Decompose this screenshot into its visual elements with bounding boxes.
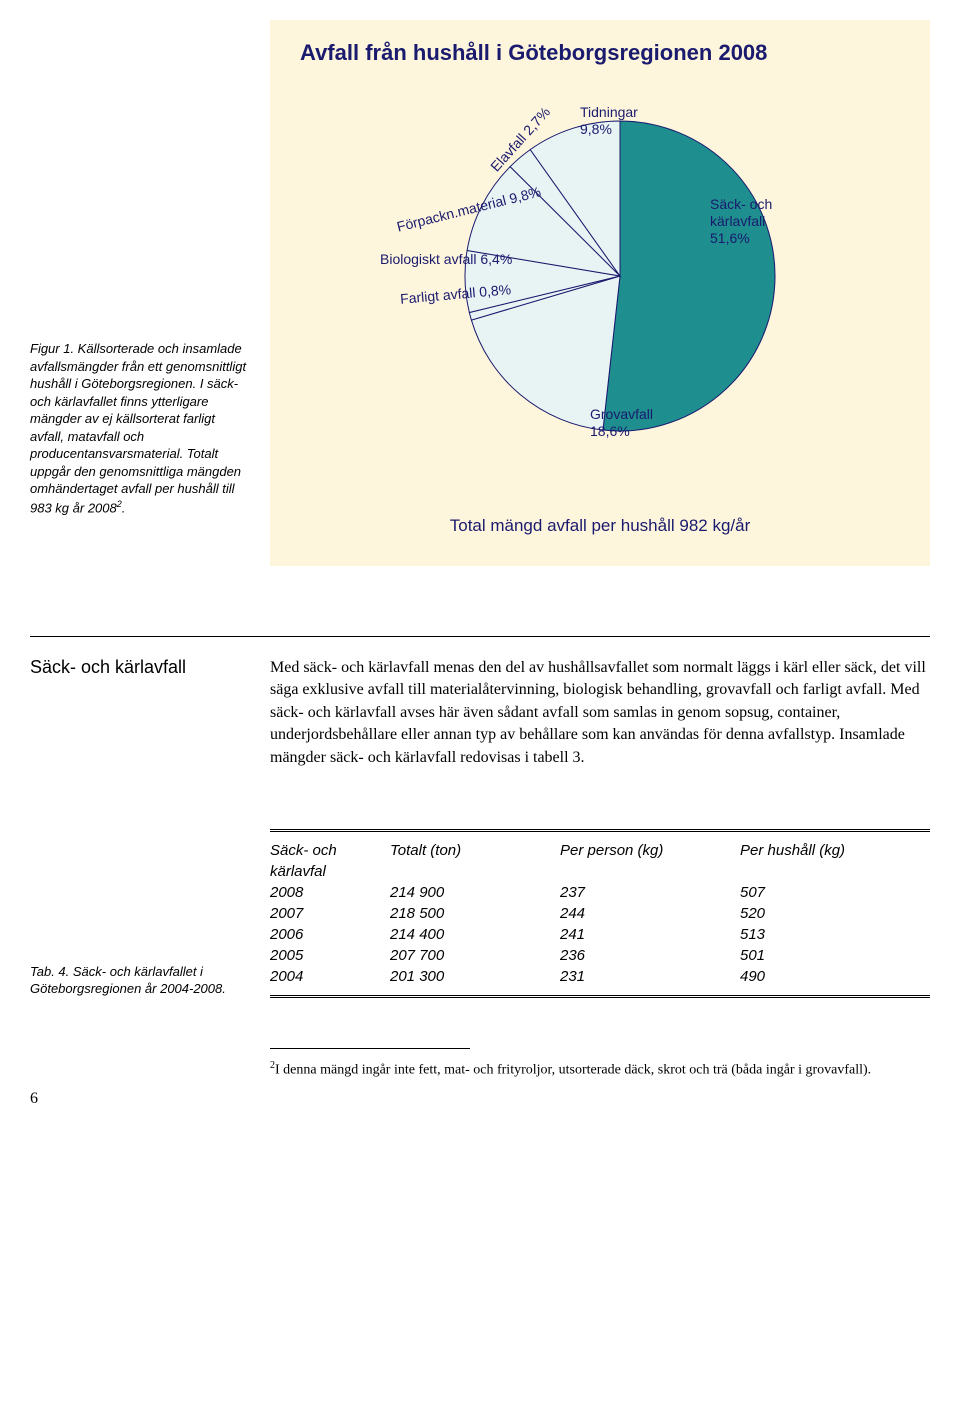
table-cell: 520	[740, 905, 900, 922]
table-row: 2008214 900237507	[270, 882, 930, 903]
table-cell: 2008	[270, 884, 390, 901]
table-cell: 214 900	[390, 884, 560, 901]
label-biologiskt: Biologiskt avfall 6,4%	[380, 251, 512, 268]
pie-slice	[603, 121, 775, 431]
table-cell: 201 300	[390, 968, 560, 985]
data-table: Säck- och Totalt (ton) Per person (kg) P…	[270, 829, 930, 998]
th-total: Totalt (ton)	[390, 842, 560, 859]
table-block: Tab. 4. Säck- och kärlavfallet i Götebor…	[30, 829, 930, 998]
section-sack-karlavfall: Säck- och kärlavfall Med säck- och kärla…	[30, 636, 930, 769]
table-row: 2006214 400241513	[270, 924, 930, 945]
section-body: Med säck- och kärlavfall menas den del a…	[270, 657, 930, 769]
table-cell: 214 400	[390, 926, 560, 943]
footnote-rule	[270, 1048, 470, 1049]
figure-1-caption: Figur 1. Källsorterade och insamlade avf…	[30, 340, 270, 517]
table-cell: 2005	[270, 947, 390, 964]
figure-caption-end: .	[122, 500, 126, 515]
table-cell: 2006	[270, 926, 390, 943]
page-number: 6	[30, 1090, 930, 1108]
figure-caption-text: Figur 1. Källsorterade och insamlade avf…	[30, 341, 246, 515]
table-cell: 513	[740, 926, 900, 943]
chart-title: Avfall från hushåll i Göteborgsregionen …	[300, 40, 900, 66]
table-cell: 207 700	[390, 947, 560, 964]
table-row: 2004201 300231490	[270, 966, 930, 987]
footnote-text: I denna mängd ingår inte fett, mat- och …	[275, 1063, 871, 1078]
table-cell: 2004	[270, 968, 390, 985]
table-cell: 2007	[270, 905, 390, 922]
section-label: Säck- och kärlavfall	[30, 657, 270, 769]
table-header-row: Säck- och Totalt (ton) Per person (kg) P…	[270, 840, 930, 861]
table-cell: 231	[560, 968, 740, 985]
label-sack: Säck- och kärlavfall 51,6%	[710, 196, 772, 246]
th-per-hushall: Per hushåll (kg)	[740, 842, 900, 859]
table-cell: 218 500	[390, 905, 560, 922]
label-grovavfall: Grovavfall 18,6%	[590, 406, 653, 440]
table-header-row2: kärlavfal	[270, 861, 930, 882]
pie-wrap: Tidningar 9,8% Elavfall 2,7% Förpackn.ma…	[340, 86, 860, 486]
chart-total-text: Total mängd avfall per hushåll 982 kg/år	[300, 516, 900, 536]
th-col0b: kärlavfal	[270, 863, 390, 880]
table-cell: 501	[740, 947, 900, 964]
table-cell: 490	[740, 968, 900, 985]
pie-chart-box: Avfall från hushåll i Göteborgsregionen …	[270, 20, 930, 566]
table-cell: 507	[740, 884, 900, 901]
table-caption: Tab. 4. Säck- och kärlavfallet i Götebor…	[30, 963, 270, 998]
th-per-person: Per person (kg)	[560, 842, 740, 859]
table-row: 2007218 500244520	[270, 903, 930, 924]
th-col0a: Säck- och	[270, 842, 390, 859]
table-cell: 237	[560, 884, 740, 901]
table-row: 2005207 700236501	[270, 945, 930, 966]
table-cell: 236	[560, 947, 740, 964]
footnote: 2I denna mängd ingår inte fett, mat- och…	[270, 1048, 930, 1080]
table-cell: 241	[560, 926, 740, 943]
label-tidningar: Tidningar 9,8%	[580, 104, 638, 138]
table-cell: 244	[560, 905, 740, 922]
